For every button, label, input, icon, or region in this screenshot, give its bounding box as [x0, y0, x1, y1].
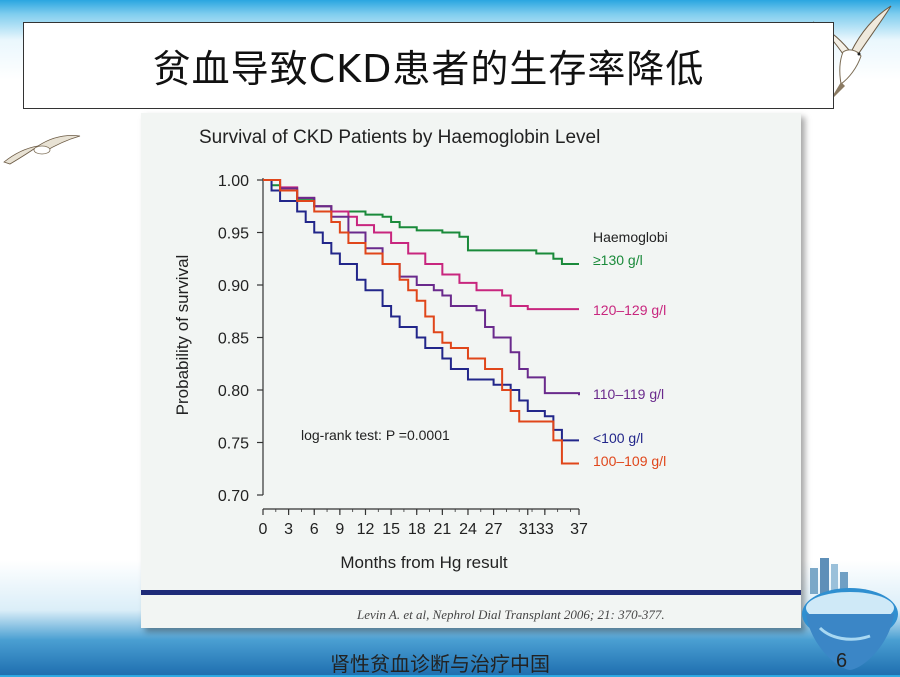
x-tick-label: 18 [408, 521, 426, 538]
y-tick-label: 0.95 [218, 226, 249, 243]
y-tick-label: 0.70 [218, 488, 249, 505]
chart-axes: 0.70 0.75 0.80 0.85 0.90 0.95 1.00 0 3 6 9 12 15 18 21… [218, 173, 588, 538]
citation: Levin A. et al, Nephrol Dial Transplant … [356, 607, 665, 622]
chart-figure: Survival of CKD Patients by Haemoglobin … [141, 113, 801, 628]
survival-curve [263, 179, 580, 396]
survival-curve [263, 179, 579, 465]
legend-title: Haemoglobi [593, 229, 668, 245]
citation-divider [141, 590, 801, 595]
chart-legend: ≥130 g/l 120–129 g/l 110–119 g/l <100 g/l 10… [593, 252, 666, 469]
annotation-text: log-rank test: P =0.0001 [301, 427, 450, 443]
slide-title-box: 贫血导致CKD患者的生存率降低 [23, 22, 834, 109]
y-tick-label: 0.80 [218, 383, 249, 400]
chart-title: Survival of CKD Patients by Haemoglobin … [199, 127, 600, 148]
x-tick-label: 9 [335, 521, 344, 538]
y-tick-label: 0.75 [218, 436, 249, 453]
x-tick-label: 31 [519, 521, 537, 538]
x-tick-label: 3 [284, 521, 293, 538]
globe-city-icon [802, 558, 898, 670]
x-tick-label: 12 [357, 521, 375, 538]
log-rank-annotation: log-rank test: P =0.0001 [301, 427, 450, 443]
x-tick-label: 24 [459, 521, 477, 538]
legend-entry: <100 g/l [593, 430, 643, 446]
y-tick-label: 0.90 [218, 278, 249, 295]
y-axis-label: Probability of survival [173, 255, 192, 416]
y-tick-label: 0.85 [218, 331, 249, 348]
legend-entry: ≥130 g/l [593, 252, 643, 268]
slide-title: 贫血导致CKD患者的生存率降低 [152, 47, 705, 91]
survival-curve [263, 179, 579, 442]
page-number: 6 [836, 650, 848, 672]
x-tick-label: 21 [433, 521, 451, 538]
footer-text: 肾性贫血诊断与治疗中国 [330, 652, 550, 676]
seagull-icon [3, 135, 81, 165]
legend-entry: 110–119 g/l [593, 386, 664, 402]
x-tick-label: 0 [259, 521, 268, 538]
legend-entry: 100–109 g/l [593, 453, 666, 469]
legend-entry: 120–129 g/l [593, 302, 666, 318]
x-tick-label: 33 [536, 521, 554, 538]
x-axis-label: Months from Hg result [340, 553, 507, 572]
x-tick-label: 6 [310, 521, 319, 538]
seagull-icon [812, 5, 892, 102]
x-tick-label: 15 [382, 521, 400, 538]
x-tick-label: 27 [485, 521, 503, 538]
chart-series [263, 179, 580, 465]
survival-chart: Survival of CKD Patients by Haemoglobin … [141, 127, 801, 622]
y-tick-label: 1.00 [218, 173, 249, 190]
x-tick-label: 37 [570, 521, 588, 538]
